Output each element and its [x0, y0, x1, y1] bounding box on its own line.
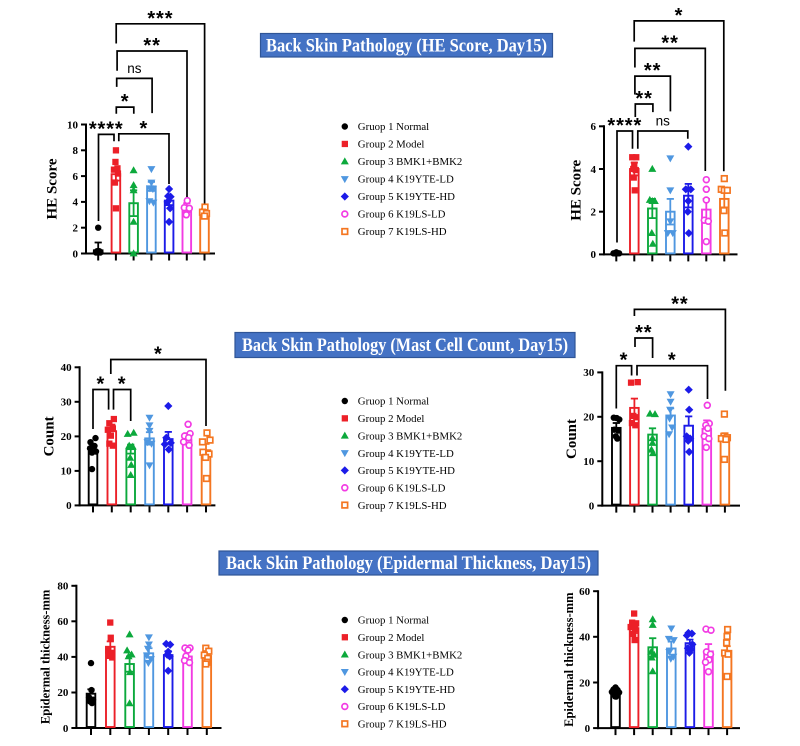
svg-text:Group 5 K19YTE-HD: Group 5 K19YTE-HD: [358, 191, 455, 203]
svg-text:Group 5 K19YTE-HD: Group 5 K19YTE-HD: [358, 684, 455, 696]
svg-text:Group 4 K19YTE-LD: Group 4 K19YTE-LD: [358, 448, 454, 460]
svg-text:*: *: [675, 5, 684, 27]
svg-text:20: 20: [579, 677, 591, 689]
svg-text:Back Skin Pathology (Mast Cell: Back Skin Pathology (Mast Cell Count, Da…: [242, 336, 568, 356]
svg-text:*: *: [154, 344, 163, 366]
svg-text:Gruop 1 Normal: Gruop 1 Normal: [358, 396, 429, 408]
svg-text:**: **: [671, 293, 688, 315]
svg-text:Group 6 K19LS-LD: Group 6 K19LS-LD: [358, 209, 446, 221]
svg-text:Gruop 1 Normal: Gruop 1 Normal: [358, 121, 429, 133]
svg-text:**: **: [635, 88, 652, 110]
svg-text:60: 60: [579, 586, 591, 598]
svg-text:Group 3 BMK1+BMK2: Group 3 BMK1+BMK2: [358, 649, 462, 661]
svg-text:0: 0: [73, 248, 79, 260]
svg-text:Group 4 K19YTE-LD: Group 4 K19YTE-LD: [358, 667, 454, 679]
svg-text:*: *: [96, 374, 105, 396]
svg-text:2: 2: [591, 207, 597, 219]
svg-text:ns: ns: [127, 61, 142, 76]
svg-text:Group 3 BMK1+BMK2: Group 3 BMK1+BMK2: [358, 156, 462, 168]
svg-text:Back Skin Pathology (HE Score,: Back Skin Pathology (HE Score, Day15): [266, 37, 547, 57]
svg-text:20: 20: [57, 687, 69, 699]
svg-text:0: 0: [591, 249, 597, 261]
svg-text:Group 3 BMK1+BMK2: Group 3 BMK1+BMK2: [358, 430, 462, 442]
svg-text:10: 10: [61, 466, 73, 478]
svg-text:2: 2: [73, 223, 79, 235]
svg-text:Group 2 Model: Group 2 Model: [358, 139, 425, 151]
svg-text:Group 4 K19YTE-LD: Group 4 K19YTE-LD: [358, 174, 454, 186]
svg-text:Group 7 K19LS-HD: Group 7 K19LS-HD: [358, 226, 447, 238]
svg-text:4: 4: [591, 164, 597, 176]
svg-text:Gruop 1 Normal: Gruop 1 Normal: [358, 615, 429, 627]
svg-text:40: 40: [579, 632, 591, 644]
svg-text:10: 10: [67, 119, 79, 131]
svg-text:Group 7 K19LS-HD: Group 7 K19LS-HD: [358, 719, 447, 731]
svg-text:40: 40: [57, 652, 69, 664]
svg-text:Group 2 Model: Group 2 Model: [358, 413, 425, 425]
svg-text:0: 0: [66, 500, 72, 512]
svg-text:****: ****: [607, 115, 642, 137]
svg-text:6: 6: [591, 121, 597, 133]
svg-text:Count: Count: [564, 419, 580, 459]
svg-text:Count: Count: [42, 416, 58, 456]
svg-text:*: *: [140, 118, 149, 140]
svg-text:**: **: [143, 35, 160, 57]
svg-text:ns: ns: [656, 114, 671, 129]
svg-text:6: 6: [73, 171, 79, 183]
svg-text:Epidermal thickness-mm: Epidermal thickness-mm: [562, 592, 576, 727]
svg-text:Group 7 K19LS-HD: Group 7 K19LS-HD: [358, 500, 447, 512]
svg-text:Group 6 K19LS-LD: Group 6 K19LS-LD: [358, 482, 446, 494]
svg-text:10: 10: [583, 456, 595, 468]
svg-text:0: 0: [589, 500, 595, 512]
svg-text:**: **: [661, 32, 678, 54]
svg-text:60: 60: [57, 616, 69, 628]
svg-text:*: *: [118, 374, 127, 396]
svg-text:HE Score: HE Score: [45, 158, 61, 219]
svg-text:Epidermal thickness-mm: Epidermal thickness-mm: [39, 589, 53, 724]
svg-text:**: **: [644, 60, 661, 82]
svg-text:20: 20: [583, 412, 595, 424]
svg-text:**: **: [635, 322, 652, 344]
svg-text:Group 5 K19YTE-HD: Group 5 K19YTE-HD: [358, 465, 455, 477]
svg-text:*: *: [668, 350, 677, 372]
svg-text:*: *: [121, 91, 130, 113]
svg-text:8: 8: [73, 145, 79, 157]
svg-text:***: ***: [147, 8, 173, 30]
svg-text:Group 6 K19LS-LD: Group 6 K19LS-LD: [358, 701, 446, 713]
svg-text:30: 30: [583, 367, 595, 379]
svg-text:20: 20: [61, 431, 73, 443]
svg-text:Back Skin Pathology (Epidermal: Back Skin Pathology (Epidermal Thickness…: [226, 554, 591, 574]
svg-text:30: 30: [61, 397, 73, 409]
svg-text:4: 4: [73, 197, 79, 209]
svg-text:0: 0: [63, 723, 69, 735]
svg-text:40: 40: [61, 362, 73, 374]
svg-text:HE Score: HE Score: [569, 159, 585, 220]
svg-text:80: 80: [57, 581, 69, 593]
svg-text:Group 2 Model: Group 2 Model: [358, 632, 425, 644]
svg-text:****: ****: [89, 118, 124, 140]
svg-text:0: 0: [585, 723, 591, 735]
svg-text:*: *: [620, 350, 629, 372]
